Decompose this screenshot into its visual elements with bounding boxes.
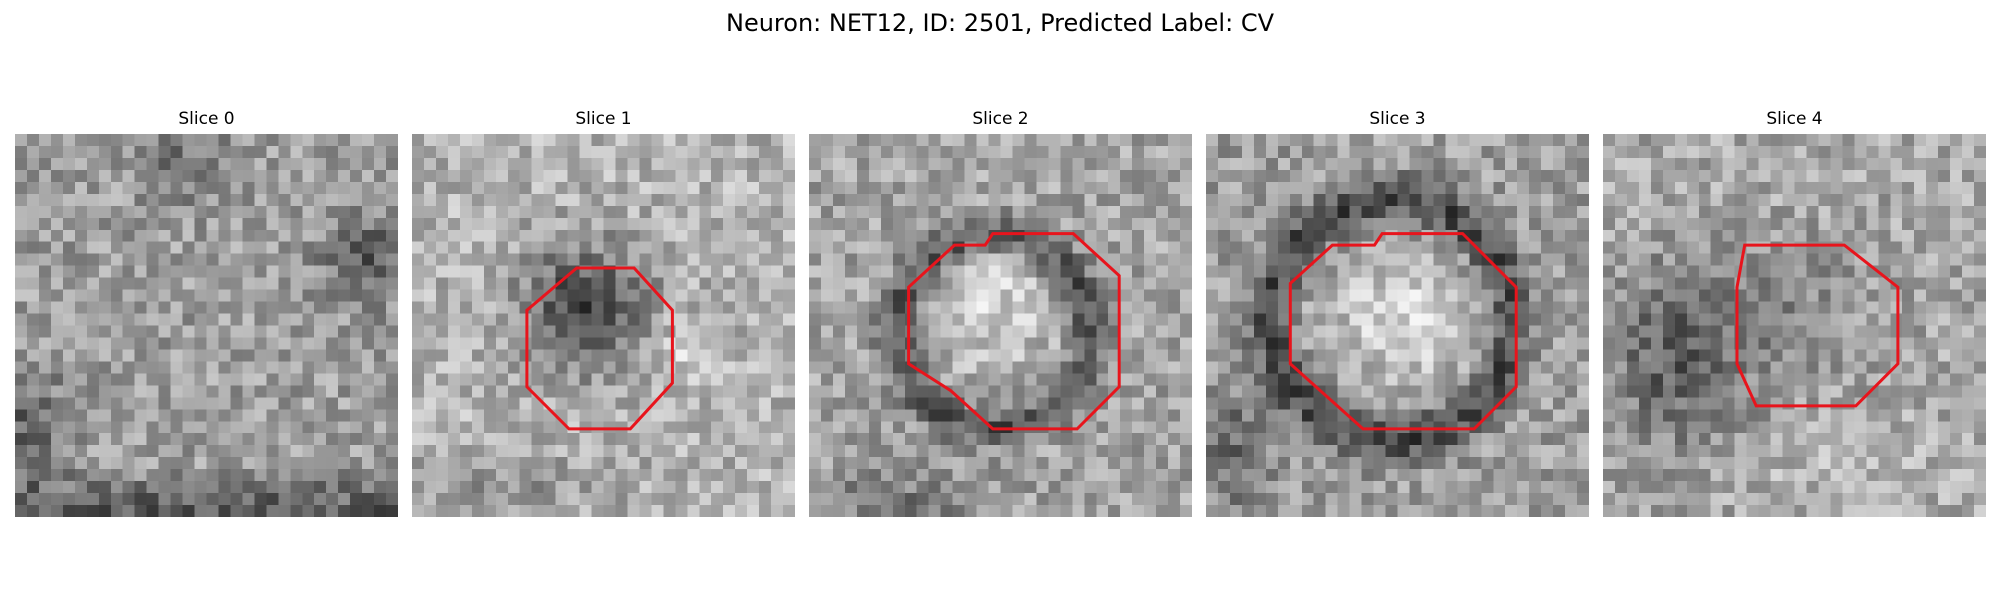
slice-title-4: Slice 4	[1766, 109, 1823, 129]
slice-title-3: Slice 3	[1369, 109, 1426, 129]
contour-outline-1	[525, 266, 674, 431]
slice-image-0	[15, 134, 398, 517]
contour-outline-2	[907, 232, 1121, 431]
figure-title: Neuron: NET12, ID: 2501, Predicted Label…	[726, 9, 1274, 37]
slice-title-1: Slice 1	[575, 109, 632, 129]
slice-panel-0: Slice 0	[15, 106, 398, 517]
slice-image-4	[1603, 134, 1986, 517]
contour-outline-3	[1288, 232, 1518, 431]
slice-panel-4: Slice 4	[1603, 106, 1986, 517]
slice-image-2	[809, 134, 1192, 517]
slice-panel-1: Slice 1	[412, 106, 795, 517]
slice-panel-3: Slice 3	[1206, 106, 1589, 517]
slice-image-3	[1206, 134, 1589, 517]
slice-title-0: Slice 0	[178, 109, 235, 129]
slice-title-2: Slice 2	[972, 109, 1029, 129]
slice-image-1	[412, 134, 795, 517]
contour-outline-4	[1735, 243, 1900, 408]
slice-panel-2: Slice 2	[809, 106, 1192, 517]
